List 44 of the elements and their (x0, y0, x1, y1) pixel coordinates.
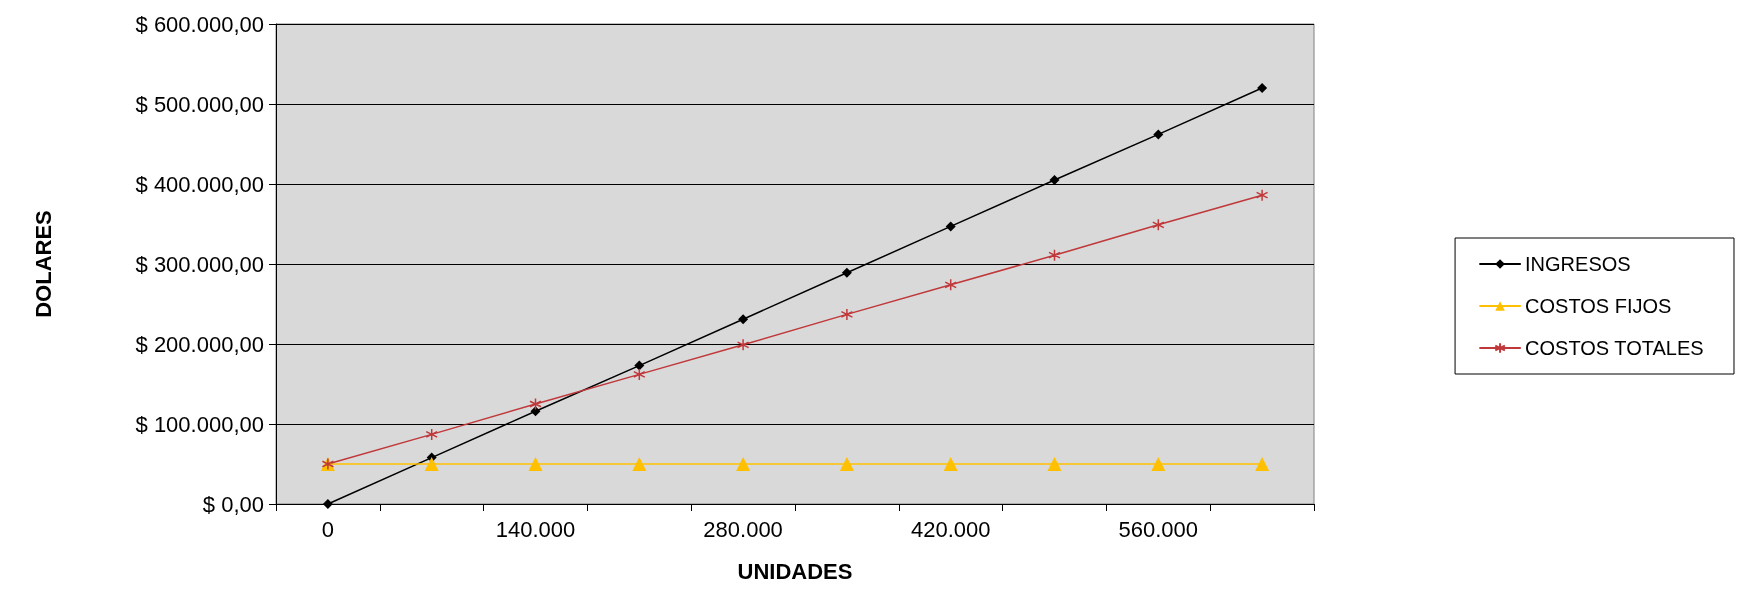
point (424, 457, 439, 471)
point (736, 338, 750, 352)
legend-label: COSTOS TOTALES (1525, 337, 1704, 359)
x-tick-label: 280.000 (703, 516, 783, 542)
point (1151, 457, 1166, 471)
point (322, 499, 333, 509)
point (634, 360, 645, 371)
x-axis-title: UNIDADES (737, 558, 853, 584)
y-tick-label: $ 0,00 (202, 491, 264, 517)
y-axis-title: DOLARES (30, 210, 56, 318)
y-tick-label: $ 200.000,00 (135, 331, 264, 357)
legend-label: INGRESOS (1525, 253, 1631, 275)
y-tick-label: $ 300.000,00 (135, 251, 264, 277)
point (1048, 248, 1061, 262)
y-tick-label: $ 400.000,00 (135, 171, 264, 197)
point (529, 397, 542, 411)
point (738, 314, 749, 325)
point (839, 457, 854, 471)
point (1255, 457, 1270, 471)
point (1047, 457, 1062, 471)
x-tick-label: 140.000 (495, 516, 576, 542)
point (632, 457, 647, 471)
point (1049, 175, 1060, 185)
point (943, 457, 958, 471)
y-tick-label: $ 500.000,00 (135, 91, 264, 117)
point (633, 368, 646, 381)
x-tick-label: 560.000 (1118, 516, 1199, 542)
point (944, 278, 957, 292)
point (1153, 129, 1164, 140)
point (528, 457, 543, 471)
point (530, 406, 541, 417)
x-tick-label: 420.000 (910, 516, 991, 542)
point (1257, 83, 1268, 93)
point (1255, 188, 1269, 202)
legend-label: COSTOS FIJOS (1525, 295, 1672, 317)
point (1152, 218, 1165, 232)
point (736, 457, 751, 471)
point (425, 428, 438, 441)
point (945, 221, 956, 232)
x-tick-label: 0 (321, 516, 335, 542)
point (840, 308, 854, 321)
point (841, 267, 852, 278)
y-tick-label: $ 100.000,00 (135, 411, 264, 437)
y-tick-label: $ 600.000,00 (135, 11, 264, 37)
